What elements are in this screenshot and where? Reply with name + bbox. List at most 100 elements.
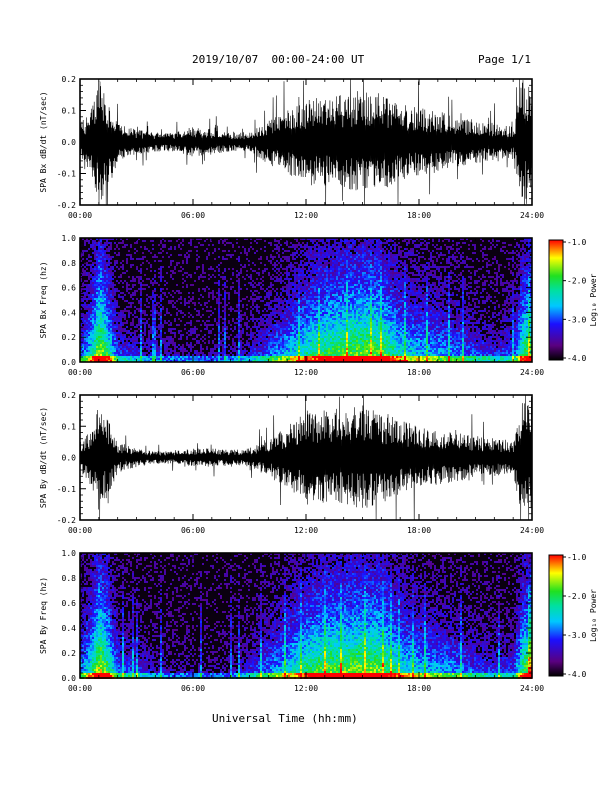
spectrogram-cell	[292, 288, 294, 290]
spectrogram-cell	[306, 314, 308, 316]
spectrogram-cell	[252, 326, 254, 328]
spectrogram-cell	[198, 310, 200, 312]
spectrogram-cell	[320, 262, 322, 264]
spectrogram-cell	[94, 360, 96, 362]
spectrogram-cell	[334, 292, 336, 294]
spectrogram-cell	[114, 346, 116, 348]
spectrogram-cell	[100, 358, 102, 360]
spectrogram-cell	[154, 354, 156, 356]
spectrogram-cell	[320, 320, 322, 322]
spectrogram-cell	[304, 290, 306, 292]
spectrogram-cell	[330, 320, 332, 322]
spectrogram-cell	[340, 284, 342, 286]
spectrogram-cell	[206, 306, 208, 308]
spectrogram-cell	[326, 266, 328, 268]
spectrogram-cell	[226, 238, 228, 240]
spectrogram-cell	[100, 334, 102, 336]
spectrogram-cell	[110, 334, 112, 336]
spectrogram-cell	[124, 354, 126, 356]
spectrogram-cell	[276, 280, 278, 282]
spectrogram-cell	[168, 324, 170, 326]
spectrogram-cell	[320, 306, 322, 308]
spectrogram-cell	[292, 266, 294, 268]
spectrogram-cell	[178, 318, 180, 320]
spectrogram-cell	[278, 336, 280, 338]
spectrogram-cell	[278, 348, 280, 350]
spectrogram-cell	[222, 242, 224, 244]
spectrogram-cell	[306, 320, 308, 322]
spectrogram-cell	[176, 312, 178, 314]
spectrogram-cell	[330, 340, 332, 342]
spectrogram-cell	[132, 286, 134, 288]
spectrogram-cell	[240, 340, 242, 342]
spectrogram-cell	[288, 256, 290, 258]
spectrogram-cell	[286, 338, 288, 340]
spectrogram-cell	[318, 286, 320, 288]
spectrogram-cell	[146, 352, 148, 354]
spectrogram-cell	[318, 296, 320, 298]
spectrogram-cell	[294, 258, 296, 260]
spectrogram-cell	[218, 288, 220, 290]
spectrogram-cell	[148, 356, 150, 358]
spectrogram-cell	[310, 304, 312, 306]
spectrogram-cell	[236, 292, 238, 294]
spectrogram-cell	[252, 360, 254, 362]
spectrogram-cell	[106, 282, 108, 284]
spectrogram-cell	[290, 320, 292, 322]
spectrogram-cell	[310, 306, 312, 308]
spectrogram-cell	[146, 298, 148, 300]
spectrogram-cell	[168, 344, 170, 346]
spectrogram-cell	[136, 352, 138, 354]
spectrogram-cell	[256, 354, 258, 356]
spectrogram-cell	[200, 344, 202, 346]
spectrogram-cell	[190, 322, 192, 324]
spectrogram-cell	[340, 350, 342, 352]
spectrogram-cell	[270, 332, 272, 334]
spectrogram-cell	[96, 344, 98, 346]
spectrogram-cell	[316, 260, 318, 262]
spectrogram-cell	[154, 308, 156, 310]
spectrogram-cell	[320, 308, 322, 310]
spectrogram-cell	[160, 356, 162, 358]
spectrogram-cell	[254, 300, 256, 302]
spectrogram-cell	[170, 330, 172, 332]
spectrogram-cell	[94, 300, 96, 302]
spectrogram-cell	[300, 300, 302, 302]
spectrogram-cell	[310, 280, 312, 282]
spectrogram-cell	[308, 322, 310, 324]
spectrogram-cell	[262, 350, 264, 352]
spectrogram-cell	[212, 268, 214, 270]
spectrogram-cell	[270, 326, 272, 328]
spectrogram-cell	[298, 358, 300, 360]
spectrogram-cell	[108, 330, 110, 332]
spectrogram-cell	[100, 352, 102, 354]
spectrogram-cell	[336, 302, 338, 304]
spectrogram-cell	[308, 274, 310, 276]
spectrogram-cell	[280, 302, 282, 304]
spectrogram-cell	[120, 336, 122, 338]
spectrogram-cell	[98, 352, 100, 354]
spectrogram-cell	[264, 360, 266, 362]
spectrogram-cell	[272, 358, 274, 360]
spectrogram-cell	[214, 344, 216, 346]
spectrogram-cell	[322, 318, 324, 320]
spectrogram-cell	[256, 328, 258, 330]
spectrogram-cell	[94, 308, 96, 310]
spectrogram-cell	[92, 288, 94, 290]
spectrogram-cell	[134, 284, 136, 286]
spectrogram-cell	[332, 342, 334, 344]
spectrogram-cell	[150, 342, 152, 344]
spectrogram-cell	[322, 344, 324, 346]
spectrogram-cell	[88, 338, 90, 340]
spectrogram-cell	[144, 246, 146, 248]
spectrogram-cell	[276, 316, 278, 318]
spectrogram-cell	[96, 272, 98, 274]
spectrogram-cell	[102, 266, 104, 268]
spectrogram-cell	[252, 318, 254, 320]
spectrogram-cell	[238, 278, 240, 280]
spectrogram-cell	[338, 244, 340, 246]
spectrogram-cell	[260, 324, 262, 326]
spectrogram-cell	[152, 248, 154, 250]
spectrogram-cell	[290, 294, 292, 296]
spectrogram-cell	[124, 244, 126, 246]
